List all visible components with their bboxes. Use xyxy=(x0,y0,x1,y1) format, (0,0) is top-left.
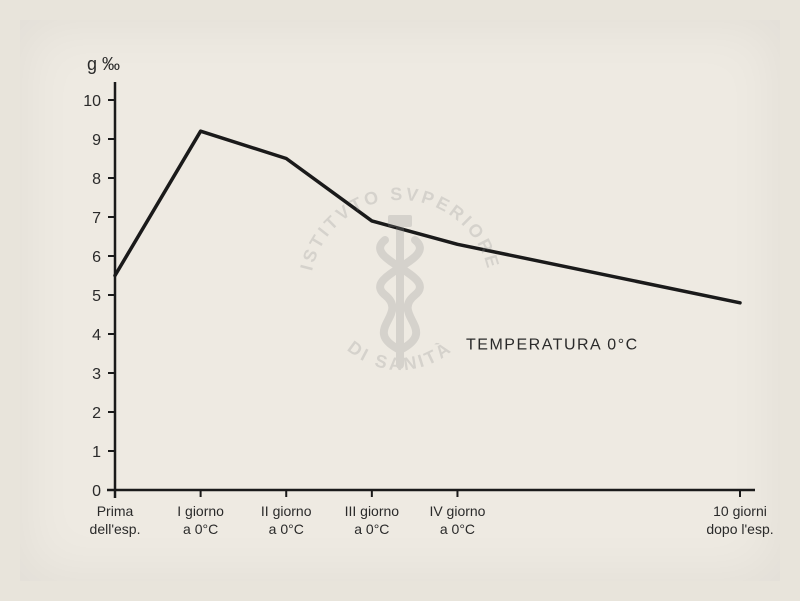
x-tick-label-line2: a 0°C xyxy=(440,521,475,537)
chart-frame: 0 1 2 3 4 5 6 7 8 9 10 g ‰ Prima dell'esp. I giorno a 0… xyxy=(20,20,780,581)
y-tick-label: 10 xyxy=(83,93,101,110)
x-tick-label-line2: dopo l'esp. xyxy=(706,521,773,537)
chart-annotation: TEMPERATURA 0°C xyxy=(466,337,639,354)
x-tick-label-line2: a 0°C xyxy=(183,521,218,537)
y-tick-label: 1 xyxy=(92,444,101,461)
y-tick-label: 8 xyxy=(92,171,101,188)
y-tick-label: 0 xyxy=(92,483,101,500)
y-tick-label: 2 xyxy=(92,405,101,422)
x-tick-label-line1: IV giorno xyxy=(429,503,485,519)
x-tick-label-line2: a 0°C xyxy=(354,521,389,537)
y-tick-label: 4 xyxy=(92,327,101,344)
x-tick-label-line1: 10 giorni xyxy=(713,503,767,519)
y-tick-label: 6 xyxy=(92,249,101,266)
y-tick-label: 9 xyxy=(92,132,101,149)
x-tick-label-line1: II giorno xyxy=(261,503,312,519)
x-tick-label-line2: a 0°C xyxy=(269,521,304,537)
x-tick-label-line1: III giorno xyxy=(345,503,400,519)
data-line xyxy=(115,131,740,303)
y-tick-label: 3 xyxy=(92,366,101,383)
y-axis-label: g ‰ xyxy=(87,54,120,74)
line-chart: 0 1 2 3 4 5 6 7 8 9 10 g ‰ Prima dell'esp. I giorno a 0… xyxy=(20,20,780,581)
x-tick-label-line2: dell'esp. xyxy=(90,521,141,537)
y-tick-label: 5 xyxy=(92,288,101,305)
x-tick-label-line1: I giorno xyxy=(177,503,224,519)
y-tick-label: 7 xyxy=(92,210,101,227)
x-tick-label-line1: Prima xyxy=(97,503,134,519)
